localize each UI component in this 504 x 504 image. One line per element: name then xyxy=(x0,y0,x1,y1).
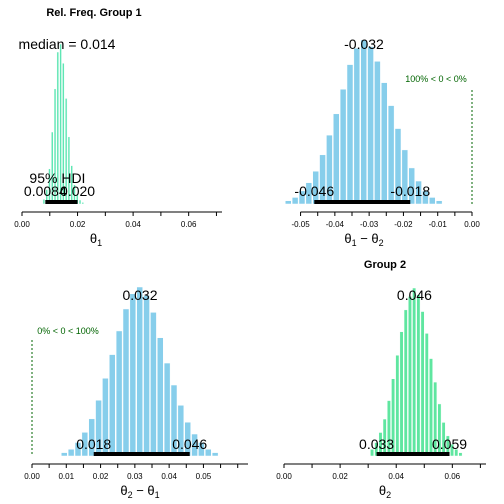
panel4-hdi-low: 0.033 xyxy=(359,436,394,452)
panel1-bar xyxy=(82,202,84,204)
panel3-bar xyxy=(164,363,170,456)
panel3-bar xyxy=(61,453,67,456)
panel2-x-tick-label: -0.05 xyxy=(291,220,310,229)
panel4-bar xyxy=(404,310,407,456)
panel3-x-tick-label: 0.00 xyxy=(24,472,40,481)
panel1-bar xyxy=(43,199,45,204)
panel3-x-tick-label: 0.04 xyxy=(161,472,177,481)
panel4-x-label: θ2​ xyxy=(379,483,391,500)
panel2-bar xyxy=(285,201,291,204)
panel1-center-label: median = 0.014 xyxy=(19,36,116,52)
panel4-bar xyxy=(400,332,403,456)
panel1-x-tick-label: 0.00 xyxy=(14,220,30,229)
panel4-bar xyxy=(459,453,462,456)
panel3-x-tick-label: 0.03 xyxy=(127,472,143,481)
panel2-x-tick-label: -0.03 xyxy=(360,220,379,229)
panel4-bars xyxy=(370,288,462,456)
panel2-x-label: θ1​ − θ2​ xyxy=(344,231,383,248)
panel2-bar xyxy=(340,89,346,204)
panel3-bar xyxy=(144,295,150,456)
panel2-bar xyxy=(354,48,360,204)
panel1-hdi-label: 95% HDI xyxy=(29,170,85,186)
panel2-x-tick-label: 0.00 xyxy=(464,220,480,229)
panel2-x-tick-label: -0.04 xyxy=(326,220,345,229)
panel4-bar xyxy=(412,288,415,456)
panel1-x-label: θ1​ xyxy=(90,231,102,248)
panel4-x-tick-label: 0.02 xyxy=(332,472,348,481)
panel2-center-label: -0.032 xyxy=(344,36,384,52)
panel1-bar xyxy=(79,200,81,204)
panel2-x-tick-label: -0.01 xyxy=(429,220,448,229)
panel3-center-label: 0.032 xyxy=(122,287,157,303)
panel4-x-tick-label: 0.04 xyxy=(388,472,404,481)
panel3-x-label: θ2​ − θ1​ xyxy=(120,483,159,500)
panel3-bar xyxy=(212,453,218,456)
panel2-bar xyxy=(347,65,353,204)
panel3-hdi-high: 0.046 xyxy=(172,436,207,452)
panel2-bars xyxy=(285,40,442,204)
panel4-center-label: 0.046 xyxy=(397,287,432,303)
panel3-x-tick-label: 0.01 xyxy=(58,472,74,481)
panel4-title: Group 2 xyxy=(364,259,406,271)
panel3-bar xyxy=(150,312,156,456)
panel3-bar xyxy=(68,449,74,456)
panel1-title: Rel. Freq. Group 1 xyxy=(46,7,141,19)
panel3-x-tick-label: 0.05 xyxy=(196,472,212,481)
panel2-bar xyxy=(368,47,374,204)
panel2-hdi-low: -0.046 xyxy=(294,183,334,199)
panel3-bar xyxy=(137,287,143,456)
panel3-hdi-low: 0.018 xyxy=(76,436,111,452)
panel3-bars xyxy=(61,287,218,456)
panel3-bar xyxy=(123,309,129,456)
panel4-bar xyxy=(421,312,424,456)
panel2-bar xyxy=(361,40,367,204)
panel4-bar xyxy=(396,355,399,456)
panel2-bar xyxy=(436,201,442,204)
panel4-bar xyxy=(417,295,420,456)
panel2-bar xyxy=(333,114,339,204)
panel4-hdi-high: 0.059 xyxy=(432,436,467,452)
panel2-hdi-high: -0.018 xyxy=(390,183,430,199)
panel3-bar xyxy=(116,331,122,456)
panel4-x-tick-label: 0.00 xyxy=(276,472,292,481)
panel3-bar xyxy=(130,294,136,456)
panel3-bar xyxy=(157,338,163,456)
panel1-x-tick-label: 0.02 xyxy=(70,220,86,229)
panel1-x-tick-label: 0.04 xyxy=(125,220,141,229)
panel2-bar xyxy=(381,83,387,204)
panel2-x-tick-label: -0.02 xyxy=(394,220,413,229)
panel4-bar xyxy=(425,333,428,456)
panel2-rope-label: 100% < 0 < 0% xyxy=(405,74,467,84)
panel3-rope-label: 0% < 0 < 100% xyxy=(37,326,99,336)
panel2-bar xyxy=(429,197,435,204)
panel1-x-tick-label: 0.06 xyxy=(181,220,197,229)
panel4-bar xyxy=(408,296,411,456)
panel3-x-tick-label: 0.02 xyxy=(93,472,109,481)
panel2-bar xyxy=(374,61,380,204)
panel4-x-tick-label: 0.06 xyxy=(445,472,461,481)
